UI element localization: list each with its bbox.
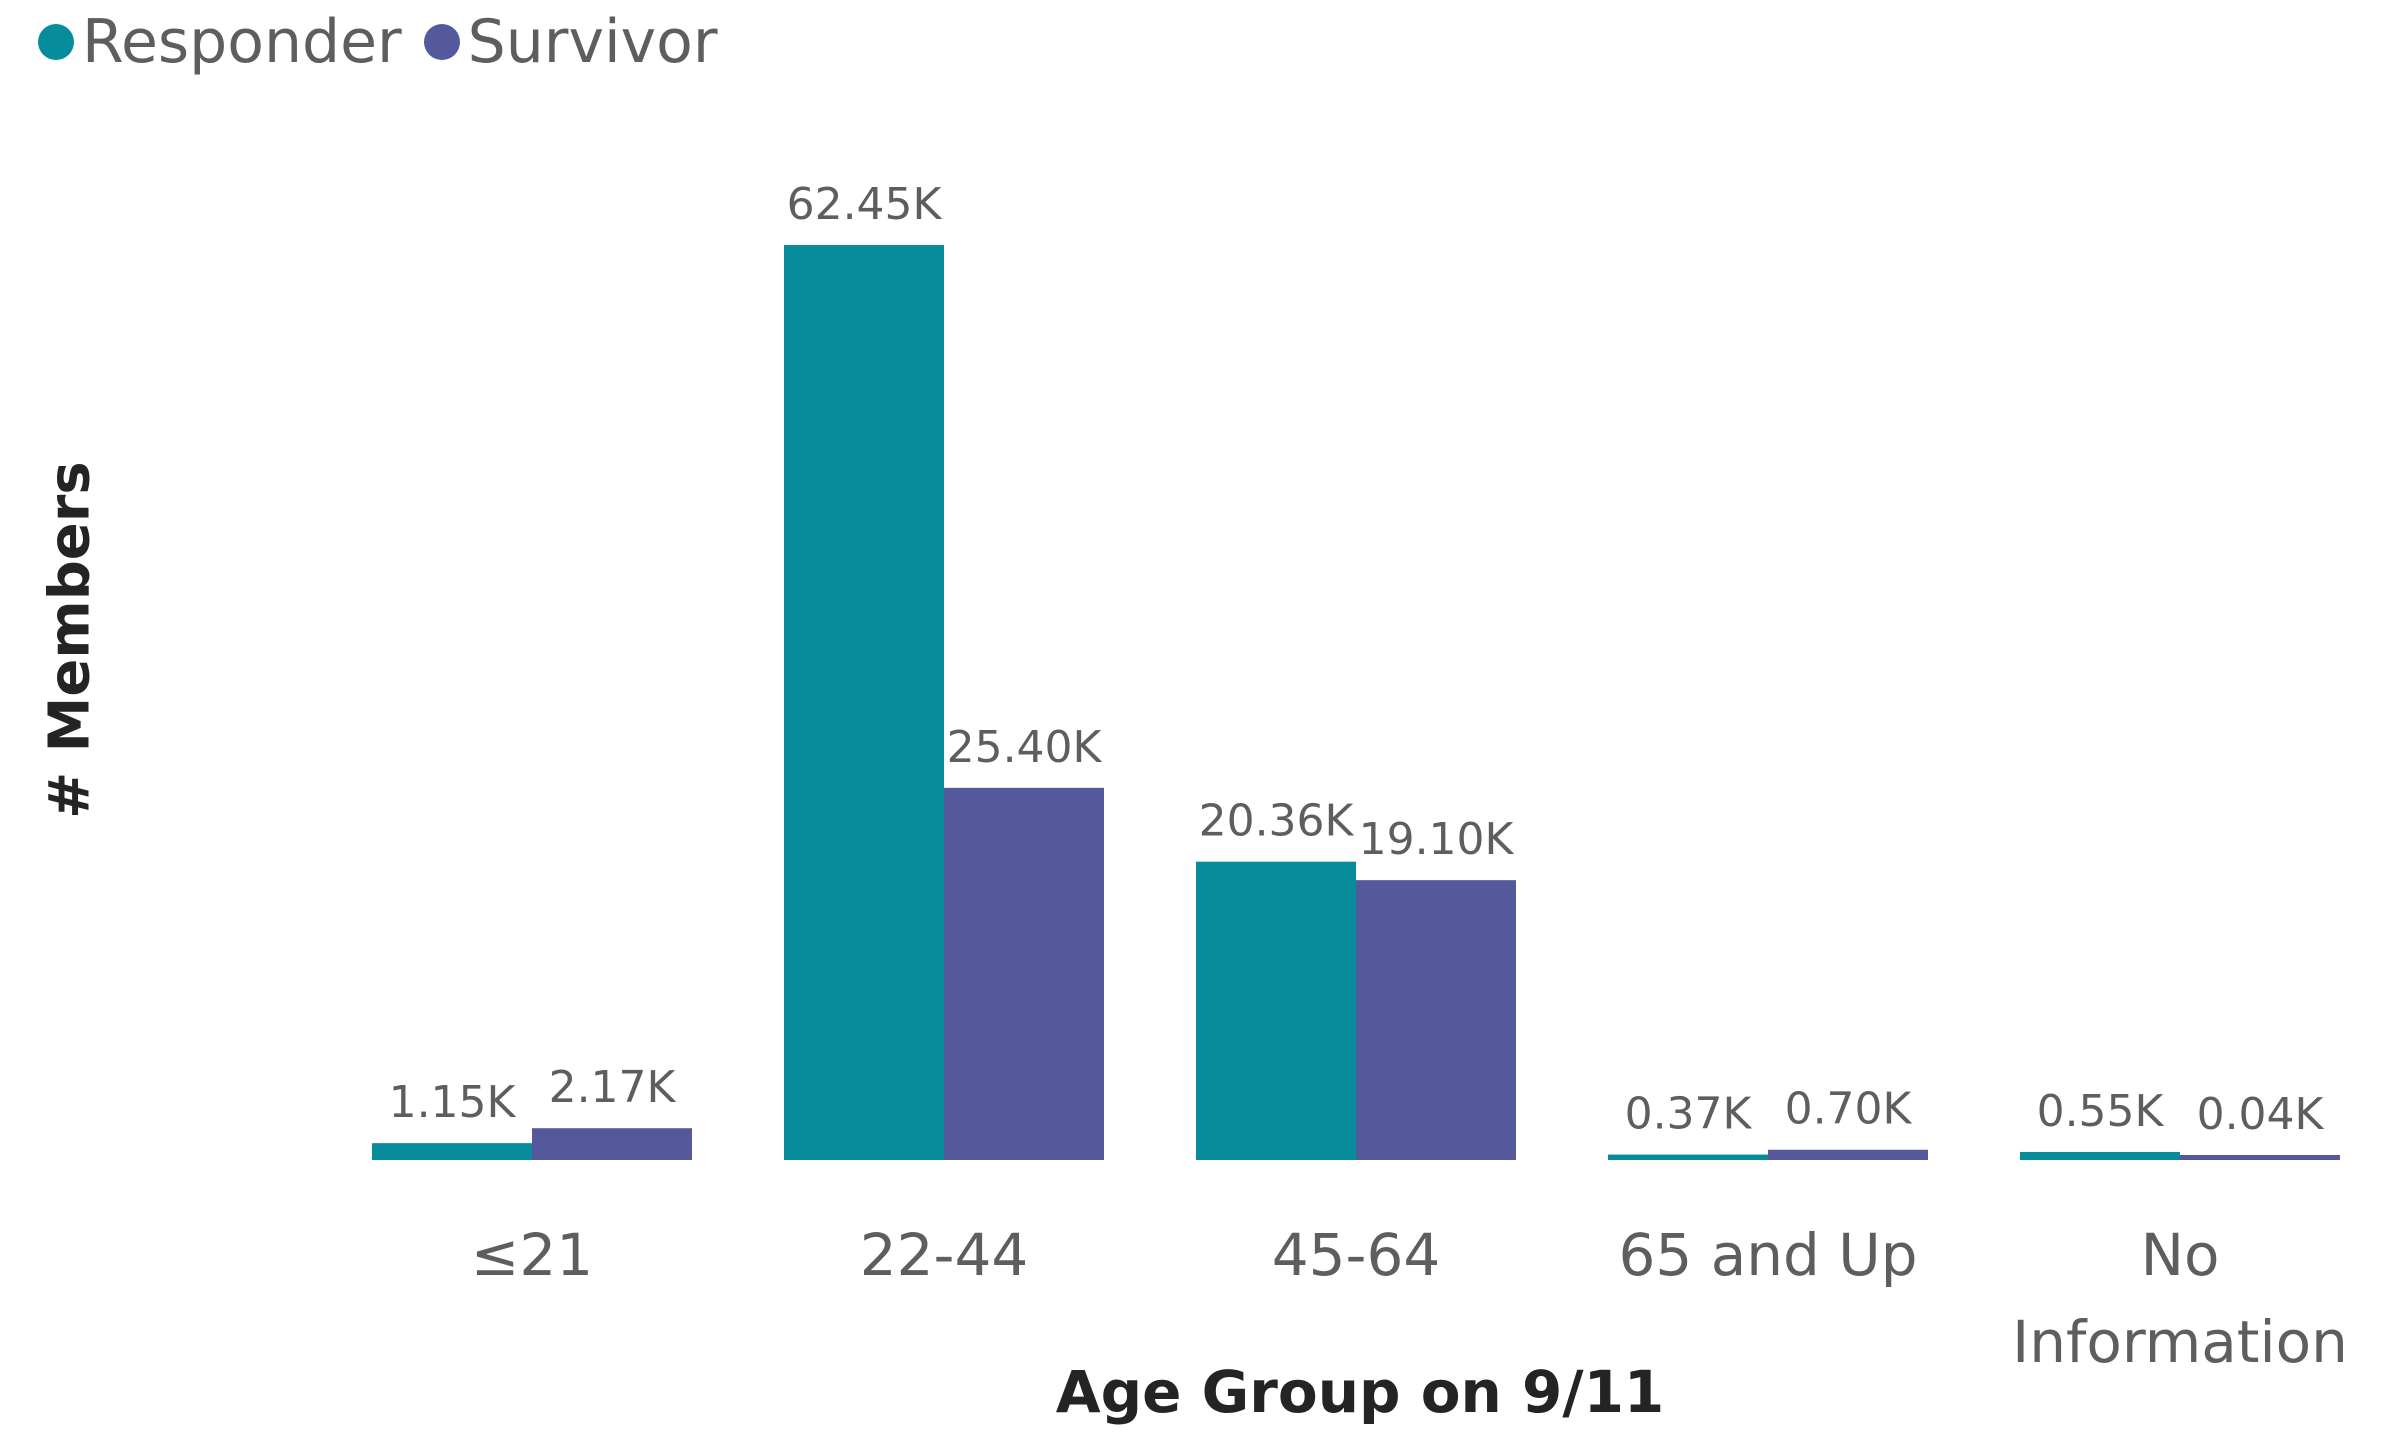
legend: Responder Survivor: [38, 12, 718, 72]
legend-item-survivor[interactable]: Survivor: [423, 7, 718, 77]
data-label-survivor-21: 2.17K: [549, 1062, 677, 1113]
legend-label-responder: Responder: [82, 7, 402, 77]
bar-survivor-45-64[interactable]: [1356, 880, 1516, 1160]
x-tick-label-22-44: 22-44: [860, 1221, 1029, 1289]
data-label-responder-21: 1.15K: [389, 1077, 517, 1128]
data-label-survivor-45-64: 19.10K: [1359, 814, 1515, 865]
bar-survivor-21[interactable]: [532, 1128, 692, 1160]
data-label-responder-22-44: 62.45K: [787, 179, 943, 230]
bar-responder-22-44[interactable]: [784, 245, 944, 1160]
legend-label-survivor: Survivor: [467, 7, 718, 77]
x-tick-label-45-64: 45-64: [1272, 1221, 1441, 1289]
data-label-survivor-22-44: 25.40K: [947, 722, 1103, 773]
x-tick-label-65-and-up: 65 and Up: [1618, 1221, 1917, 1289]
x-axis-title: Age Group on 9/11: [1055, 1358, 1665, 1426]
x-tick-label-no-information: No Information: [2012, 1221, 2348, 1376]
bar-responder-no-information[interactable]: [2020, 1151, 2180, 1160]
data-label-survivor-no-information: 0.04K: [2197, 1089, 2325, 1140]
data-label-responder-no-information: 0.55K: [2037, 1086, 2165, 1137]
legend-marker-responder: [38, 24, 74, 60]
bar-survivor-22-44[interactable]: [944, 787, 1104, 1160]
data-label-responder-45-64: 20.36K: [1199, 796, 1355, 847]
bar-responder-45-64[interactable]: [1196, 861, 1356, 1160]
data-label-survivor-65-and-up: 0.70K: [1785, 1084, 1913, 1135]
legend-item-responder[interactable]: Responder: [38, 12, 402, 72]
bar-survivor-65-and-up[interactable]: [1768, 1149, 1928, 1160]
legend-marker-survivor: [423, 24, 460, 60]
bar-survivor-no-information[interactable]: [2180, 1155, 2340, 1160]
x-tick-label-21: ≤21: [471, 1221, 593, 1289]
data-label-responder-65-and-up: 0.37K: [1625, 1089, 1753, 1140]
bar-responder-21[interactable]: [372, 1143, 532, 1160]
bar-responder-65-and-up[interactable]: [1608, 1154, 1768, 1160]
